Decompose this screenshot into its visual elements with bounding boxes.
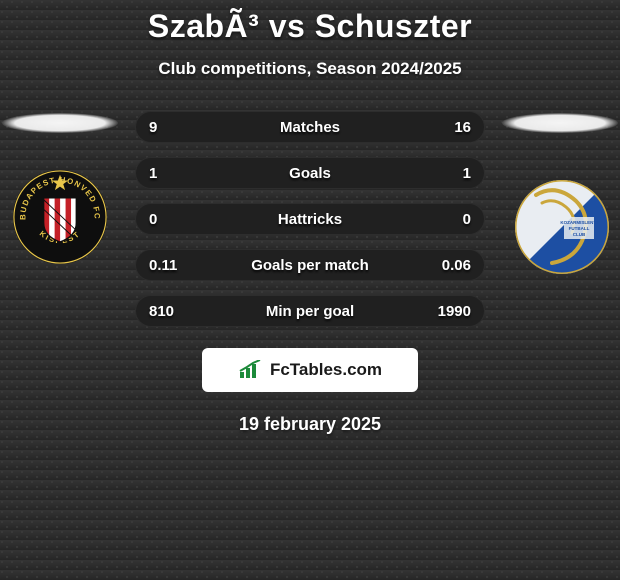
svg-text:CLUB: CLUB xyxy=(573,232,586,237)
stat-label: Matches xyxy=(209,119,411,136)
right-team-column: KOZARMISLENYI FUTBALL CLUB xyxy=(500,111,620,273)
date-line: 19 february 2025 xyxy=(0,414,620,435)
fctables-label: FcTables.com xyxy=(270,360,382,380)
stat-right-value: 1 xyxy=(411,165,471,182)
svg-text:KOZARMISLENYI: KOZARMISLENYI xyxy=(560,220,597,225)
left-team-column: BUDAPEST HONVED FC KISPEST xyxy=(0,111,120,265)
stat-row-goals-per-match: 0.11 Goals per match 0.06 xyxy=(135,249,485,281)
stat-left-value: 810 xyxy=(149,303,209,320)
stat-left-value: 9 xyxy=(149,119,209,136)
stat-row-goals: 1 Goals 1 xyxy=(135,157,485,189)
stat-right-value: 16 xyxy=(411,119,471,136)
page-title: SzabÃ³ vs Schuszter xyxy=(0,8,620,45)
stat-right-value: 1990 xyxy=(411,303,471,320)
stat-left-value: 0 xyxy=(149,211,209,228)
stat-left-value: 0.11 xyxy=(149,257,209,274)
bar-chart-icon xyxy=(238,360,264,380)
comparison-area: BUDAPEST HONVED FC KISPEST xyxy=(0,111,620,326)
fctables-badge: FcTables.com xyxy=(202,348,418,392)
svg-text:FUTBALL: FUTBALL xyxy=(569,226,590,231)
ellipse-highlight-left xyxy=(2,113,118,133)
ellipse-highlight-right xyxy=(502,113,618,133)
stat-right-value: 0 xyxy=(411,211,471,228)
left-team-crest: BUDAPEST HONVED FC KISPEST xyxy=(12,169,108,265)
stat-rows: 9 Matches 16 1 Goals 1 0 Hattricks 0 0.1… xyxy=(135,111,485,327)
stat-left-value: 1 xyxy=(149,165,209,182)
stat-label: Goals xyxy=(209,165,411,182)
stat-row-matches: 9 Matches 16 xyxy=(135,111,485,143)
right-team-crest: KOZARMISLENYI FUTBALL CLUB xyxy=(512,177,608,273)
stat-label: Goals per match xyxy=(209,257,411,274)
stat-label: Hattricks xyxy=(209,211,411,228)
subtitle: Club competitions, Season 2024/2025 xyxy=(0,59,620,79)
stat-row-min-per-goal: 810 Min per goal 1990 xyxy=(135,295,485,327)
stat-right-value: 0.06 xyxy=(411,257,471,274)
stat-label: Min per goal xyxy=(209,303,411,320)
stat-row-hattricks: 0 Hattricks 0 xyxy=(135,203,485,235)
